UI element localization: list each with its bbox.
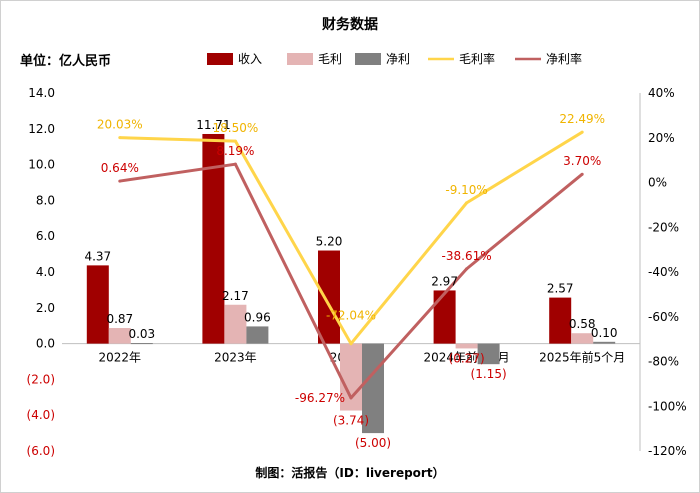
bar-label: 0.10 — [591, 326, 618, 340]
data-labels: 4.37 11.71 5.20 2.97 2.57 0.87 2.17 (3.74) (0.27… — [84, 112, 617, 450]
bar-毛利 — [455, 343, 478, 349]
line-label: -72.04% — [326, 309, 376, 323]
bars — [86, 133, 616, 434]
left-tick-label: 8.0 — [36, 193, 55, 207]
bar-label: 5.20 — [316, 235, 343, 249]
right-tick-label: -20% — [648, 220, 679, 234]
bar-收入 — [549, 297, 572, 344]
legend-swatch-1 — [287, 53, 313, 65]
right-tick-label: 40% — [648, 86, 675, 100]
bar-label: (0.27) — [449, 351, 485, 365]
right-tick-label: -60% — [648, 310, 679, 324]
left-tick-label: 2.0 — [36, 301, 55, 315]
bar-毛利 — [224, 304, 247, 344]
legend-label-0: 收入 — [238, 52, 262, 66]
line-point-净利率 — [465, 267, 469, 271]
bar-净利 — [246, 326, 269, 344]
right-tick-label: 20% — [648, 131, 675, 145]
bar-label: 0.96 — [244, 310, 271, 324]
category-label: 2023年 — [214, 351, 257, 365]
right-tick-label: -40% — [648, 265, 679, 279]
bar-label: (5.00) — [355, 436, 391, 450]
legend-label-3: 毛利率 — [459, 51, 495, 66]
left-tick-label: (4.0) — [27, 408, 55, 422]
bar-label: 2.17 — [222, 289, 249, 303]
line-point-毛利率 — [465, 201, 469, 205]
line-point-净利率 — [118, 179, 122, 183]
chart-title: 财务数据 — [322, 17, 378, 33]
left-tick-label: 10.0 — [28, 158, 55, 172]
legend: 收入 毛利 净利 毛利率 净利率 — [207, 51, 582, 66]
line-point-毛利率 — [233, 139, 237, 143]
bar-label: 2.97 — [431, 274, 458, 288]
bar-label: (1.15) — [471, 367, 507, 381]
bar-label: 2.57 — [547, 282, 574, 296]
source-note: 制图：活报告（ID：livereport） — [255, 466, 445, 480]
bar-收入 — [202, 133, 225, 344]
bar-label: 11.71 — [196, 118, 230, 132]
bar-label: 0.58 — [569, 317, 596, 331]
bar-label: 4.37 — [84, 249, 111, 263]
line-label: 20.03% — [97, 118, 143, 132]
line-label: 0.64% — [101, 161, 139, 175]
axes: 14.0 12.0 10.0 8.0 6.0 4.0 2.0 0.0 (2.0) (4.0) (6.… — [27, 86, 687, 458]
line-point-毛利率 — [580, 130, 584, 134]
bar-毛利 — [571, 333, 594, 344]
bar-净利 — [477, 343, 500, 365]
legend-swatch-2 — [355, 53, 381, 65]
line-point-净利率 — [349, 396, 353, 400]
bar-毛利 — [108, 328, 131, 344]
left-tick-label: (6.0) — [27, 444, 55, 458]
bar-label: 0.87 — [106, 312, 133, 326]
right-tick-label: -100% — [648, 399, 687, 413]
right-tick-label: 0% — [648, 176, 667, 190]
category-label: 2022年 — [99, 351, 142, 365]
lines — [118, 130, 584, 400]
left-tick-label: 0.0 — [36, 337, 55, 351]
line-label: -38.61% — [442, 249, 492, 263]
line-point-净利率 — [580, 172, 584, 176]
legend-label-2: 净利 — [386, 52, 410, 66]
line-label: 8.19% — [216, 144, 254, 158]
line-label: -9.10% — [445, 183, 487, 197]
line-point-毛利率 — [349, 342, 353, 346]
left-tick-label: 12.0 — [28, 122, 55, 136]
legend-label-4: 净利率 — [546, 51, 582, 66]
bar-收入 — [318, 250, 340, 344]
line-point-净利率 — [233, 162, 237, 166]
bar-label: 0.03 — [128, 327, 155, 341]
line-label: 22.49% — [559, 112, 605, 126]
bar-收入 — [433, 290, 456, 344]
legend-swatch-0 — [207, 53, 233, 65]
legend-label-1: 毛利 — [318, 52, 342, 66]
left-tick-label: 4.0 — [36, 265, 55, 279]
unit-label: 单位：亿人民币 — [20, 54, 112, 69]
bar-label: (3.74) — [333, 414, 369, 428]
line-point-毛利率 — [118, 136, 122, 140]
left-tick-label: 14.0 — [28, 86, 55, 100]
line-label: 18.50% — [213, 121, 259, 135]
line-label: 3.70% — [563, 154, 601, 168]
left-tick-label: (2.0) — [27, 372, 55, 386]
bar-收入 — [86, 265, 109, 344]
left-tick-label: 6.0 — [36, 229, 55, 243]
bar-净利 — [593, 341, 616, 344]
category-label: 2025年前5个月 — [539, 350, 625, 365]
line-label: -96.27% — [295, 391, 345, 405]
right-tick-label: -120% — [648, 444, 687, 458]
right-tick-label: -80% — [648, 355, 679, 369]
bar-净利 — [130, 343, 153, 345]
